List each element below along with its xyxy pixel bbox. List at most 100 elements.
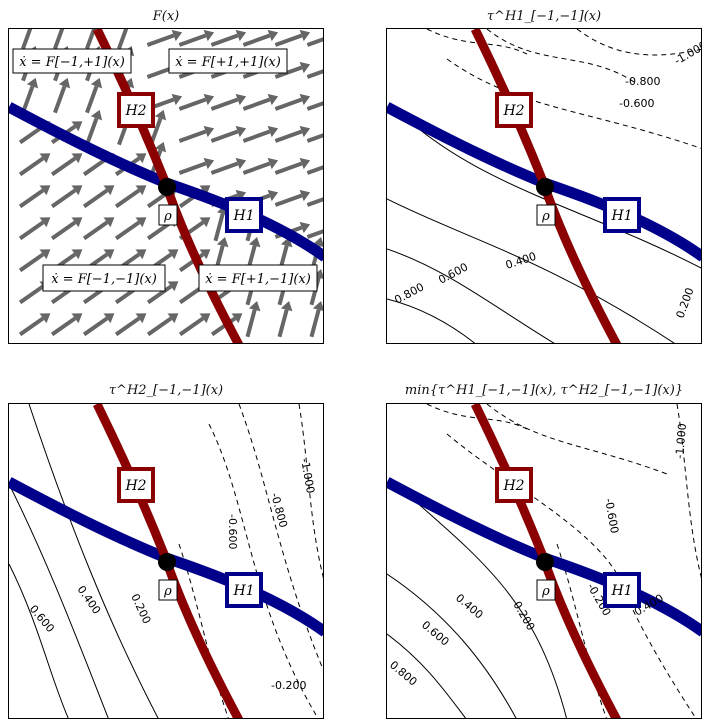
region-top-left: ẋ = F[−1,+1](x) [19,55,125,70]
vector-arrow [178,129,207,143]
vector-arrow [242,129,271,143]
contour-label: -0.200 [271,679,306,692]
vector-arrowhead [199,249,211,260]
vector-arrow [277,309,289,338]
vector-arrowhead [248,301,261,312]
svg-text:H1: H1 [610,583,632,599]
vector-arrow [178,33,207,47]
vector-arrowhead [71,249,83,260]
vector-arrow [309,309,321,338]
vector-arrow [178,161,207,175]
panel-vector-field: ρ H2 H1 ẋ = F[−1,+1](x) ẋ = F[+1,+1](x) … [8,28,324,344]
H2-label: H2 [124,103,146,119]
svg-text:H1: H1 [232,583,254,599]
contour-label: 0.400 [453,591,485,621]
vector-arrow [306,229,323,239]
vector-arrow [274,97,303,111]
panel-3-plot: -1.000 -0.800 0.600 0.400 0.200 -0.200 -… [9,404,323,718]
contour-label: -1.000 [298,457,317,494]
vector-arrowhead [167,249,179,260]
contour-label: -0.800 [625,75,660,88]
vector-arrow [210,161,239,175]
vector-arrowhead [58,77,71,89]
panel-tau-H1: -1.000 -0.800 -0.600 0.400 0.600 0.800 0… [386,28,702,344]
svg-text:H1: H1 [610,208,632,224]
region-top-right: ẋ = F[+1,+1](x) [175,55,281,70]
panel-4-plot: -1.000 -0.600 0.400 0.600 0.800 0.200 -0… [387,404,701,718]
panel-3-title: τ^H2_[−1,−1](x) [108,383,224,398]
vector-arrowhead [39,185,51,196]
vector-arrowhead [135,217,147,228]
vector-arrowhead [154,109,167,121]
vector-arrow [50,220,77,241]
contour-label: 0.200 [128,592,153,626]
vector-arrowhead [199,217,211,228]
vector-arrow [85,85,99,114]
vector-arrowhead [103,249,115,260]
svg-text:ρ: ρ [541,584,550,599]
svg-text:H2: H2 [502,103,524,119]
vector-arrowhead [235,157,247,170]
vector-arrowhead [39,313,51,324]
vector-arrow [114,220,141,241]
vector-arrow [306,37,323,47]
vector-arrow [82,220,109,241]
vector-arrow [50,188,77,209]
vector-arrow [18,220,45,241]
contour-label: 0.600 [436,260,470,286]
panel-4-title: min{τ^H1_[−1,−1](x), τ^H2_[−1,−1](x)} [404,383,684,398]
vector-arrowhead [199,185,211,196]
vector-arrow [85,117,99,146]
vector-arrow [18,252,45,273]
vector-arrow [306,69,323,79]
vector-arrowhead [90,77,103,89]
vector-arrowhead [312,301,323,311]
vector-arrowhead [299,157,311,170]
vector-arrow [50,156,77,177]
svg-text:ρ: ρ [541,209,550,224]
vector-arrowhead [235,93,247,106]
vector-arrowhead [135,153,147,164]
vector-arrow [306,133,323,143]
vector-arrow [242,161,271,175]
vector-arrow [245,309,257,338]
vector-arrow [146,316,173,337]
vector-arrowhead [122,77,135,89]
panel-2-title: τ^H1_[−1,−1](x) [486,9,602,24]
vector-arrowhead [39,249,51,260]
vector-arrowhead [299,93,311,106]
vector-arrowhead [280,301,293,312]
contour-label: 0.200 [510,599,537,633]
vector-arrow [274,65,303,79]
contour-label: -0.600 [619,97,654,110]
panel-1-title: F(x) [152,9,180,24]
vector-arrow [53,29,65,50]
vector-arrow [274,33,303,47]
svg-text:H2: H2 [124,478,146,494]
vector-arrowhead [71,313,83,324]
contour-label: 0.800 [392,280,426,306]
panel-2-plot: -1.000 -0.800 -0.600 0.400 0.600 0.800 0… [387,29,701,343]
vector-arrowhead [154,141,167,153]
vector-arrowhead [135,185,147,196]
vector-arrow [274,161,303,175]
vector-arrow [274,193,303,207]
vector-arrowhead [267,93,279,106]
region-bottom-left: ẋ = F[−1,−1](x) [51,272,157,287]
vector-arrowhead [103,185,115,196]
vector-arrow [210,129,239,143]
vector-arrowhead [231,313,243,324]
vector-arrow [178,97,207,111]
panel-1-plot: ρ H2 H1 ẋ = F[−1,+1](x) ẋ = F[+1,+1](x) … [9,29,323,343]
vector-arrowhead [267,189,279,202]
vector-arrowhead [299,221,311,234]
vector-arrowhead [39,217,51,228]
vector-arrow [242,97,271,111]
vector-arrowhead [299,61,311,74]
panel-min-tau: -1.000 -0.600 0.400 0.600 0.800 0.200 -0… [386,403,702,719]
vector-arrow [146,33,175,47]
vector-arrowhead [135,313,147,324]
svg-text:H2: H2 [502,478,524,494]
vector-arrowhead [235,189,247,202]
vector-arrow [306,197,323,207]
